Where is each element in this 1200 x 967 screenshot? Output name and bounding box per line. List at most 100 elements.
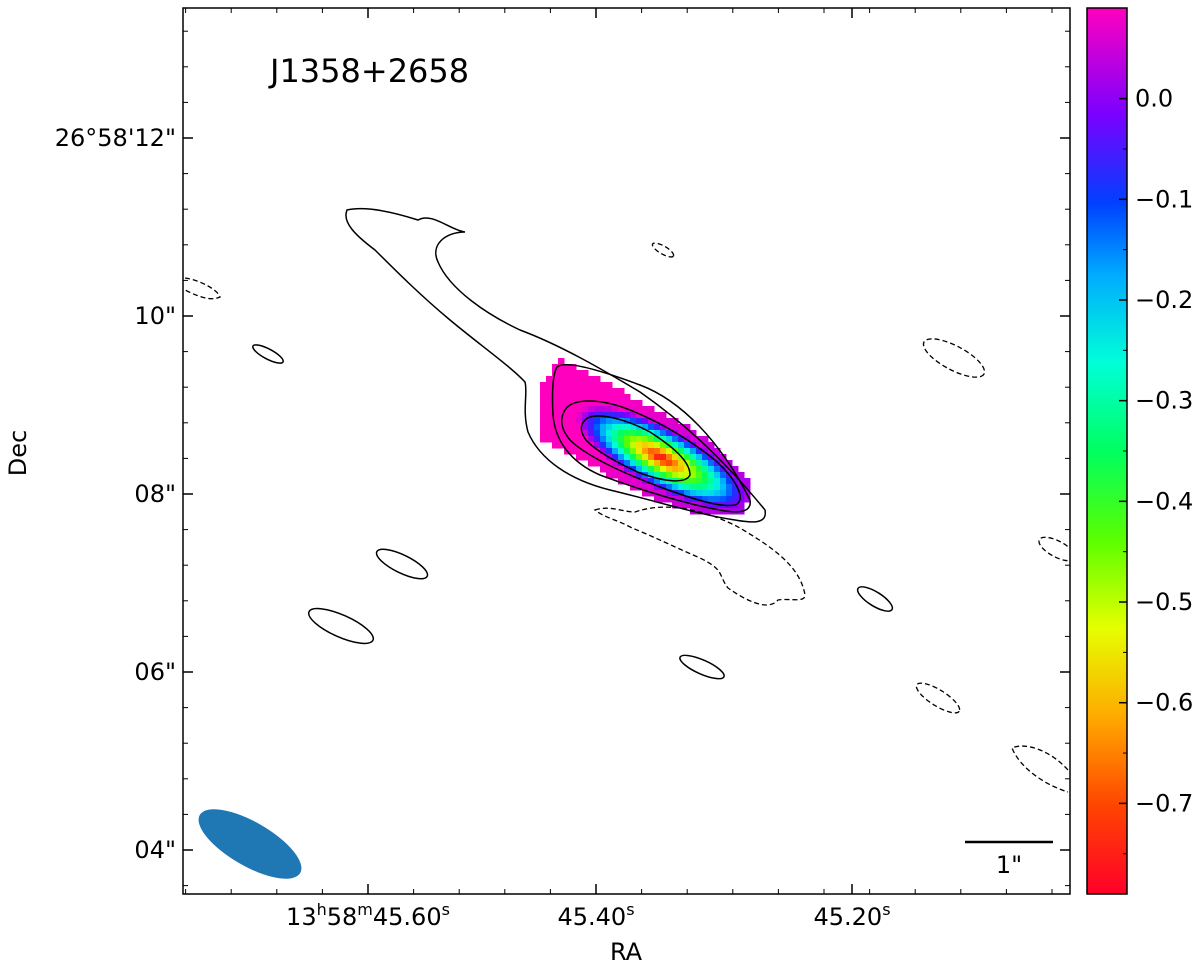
heatmap-pixel [594,394,601,401]
colorbar-ticks: 0.0 −0.1 −0.2 −0.3 −0.4 −0.5 −0.6 −0.7 [1119,85,1193,855]
heatmap-pixel [630,478,637,485]
heatmap-pixel [696,496,703,503]
heatmap-pixel [636,478,643,485]
heatmap-pixel [660,466,667,473]
heatmap-pixel [570,376,577,383]
heatmap-pixel [618,460,625,467]
heatmap-pixel [600,430,607,437]
heatmap-pixel [672,460,679,467]
contour-negative-3 [922,338,986,378]
heatmap-pixel [618,454,625,461]
heatmap-pixel [588,394,595,401]
heatmap-pixel [600,394,607,401]
plot-frame [182,7,1071,895]
heatmap-pixel [636,484,643,491]
heatmap-pixel [588,406,595,413]
heatmap-pixel [570,382,577,389]
heatmap-pixel [624,448,631,455]
heatmap-pixel [582,406,589,413]
heatmap-pixel [636,442,643,449]
heatmap-pixel [612,454,619,461]
heatmap-pixel [690,490,697,497]
heatmap-pixel [678,436,685,443]
heatmap-pixel [642,484,649,491]
heatmap-pixel [546,418,553,425]
heatmap-pixel [636,406,643,413]
heatmap-pixel [684,472,691,479]
heatmap-pixel [720,454,727,461]
heatmap-pixel [606,466,613,473]
heatmap-pixel [576,394,583,401]
heatmap-pixel [630,406,637,413]
heatmap-pixel [654,442,661,449]
heatmap-pixel [606,448,613,455]
heatmap-pixel [666,430,673,437]
heatmap-pixel [684,496,691,503]
contour-negative-7 [1011,745,1069,793]
heatmap-pixel [564,406,571,413]
heatmap-pixel [546,412,553,419]
heatmap-pixel [630,460,637,467]
heatmap-pixel [612,466,619,473]
heatmap-pixel [606,430,613,437]
heatmap-pixel [732,496,739,503]
heatmap-pixel [588,460,595,467]
heatmap-pixel [540,436,547,443]
contour-level-2 [551,363,751,513]
contour-negative-2 [651,242,675,258]
heatmap-pixel [552,412,559,419]
heatmap-pixel [588,436,595,443]
y-tick-label-12: 26°58'12" [55,124,176,152]
heatmap-pixel [594,376,601,383]
heatmap-pixel [618,394,625,401]
heatmap-pixel [618,478,625,485]
heatmap-pixel [678,430,685,437]
heatmap-pixel [612,442,619,449]
heatmap-pixel [654,490,661,497]
heatmap-pixel [546,376,553,383]
heatmap-pixel [558,358,565,365]
heatmap-pixel [708,478,715,485]
heatmap-pixel [546,430,553,437]
heatmap-pixel [666,472,673,479]
heatmap-pixel [678,460,685,467]
heatmap-pixel [654,418,661,425]
heatmap-pixel [570,394,577,401]
heatmap-pixel [618,406,625,413]
heatmap-pixel [618,430,625,437]
heatmap-pixel [618,400,625,407]
heatmap-pixel [714,460,721,467]
heatmap-pixel [720,478,727,485]
chart-title: J1358+2658 [268,52,469,90]
heatmap-pixel [660,490,667,497]
heatmap-pixel [606,442,613,449]
heatmap-pixel [684,430,691,437]
heatmap-pixel [576,418,583,425]
heatmap-pixel [582,412,589,419]
heatmap-pixel [582,400,589,407]
heatmap-pixel [606,412,613,419]
heatmap-pixel [630,454,637,461]
contour-small-1 [252,344,284,364]
heatmap-pixel [666,466,673,473]
heatmap-pixel [696,448,703,455]
heatmap-pixel [660,484,667,491]
heatmap-pixel [672,484,679,491]
contour-negative-6 [915,682,961,714]
heatmap-pixel [666,448,673,455]
x-tick-label-45-40: 45.40s [557,900,634,931]
heatmap-pixel [672,424,679,431]
heatmap-pixel [630,424,637,431]
heatmap-pixel [732,490,739,497]
heatmap-pixel [612,418,619,425]
heatmap-pixel [714,490,721,497]
heatmap-pixel [714,502,721,509]
heatmap-pixel [612,448,619,455]
heatmap-pixel [624,478,631,485]
heatmap-pixel [636,454,643,461]
heatmap-pixel [654,466,661,473]
heatmap-pixel [732,466,739,473]
heatmap-pixel [612,400,619,407]
heatmap-pixel [594,424,601,431]
